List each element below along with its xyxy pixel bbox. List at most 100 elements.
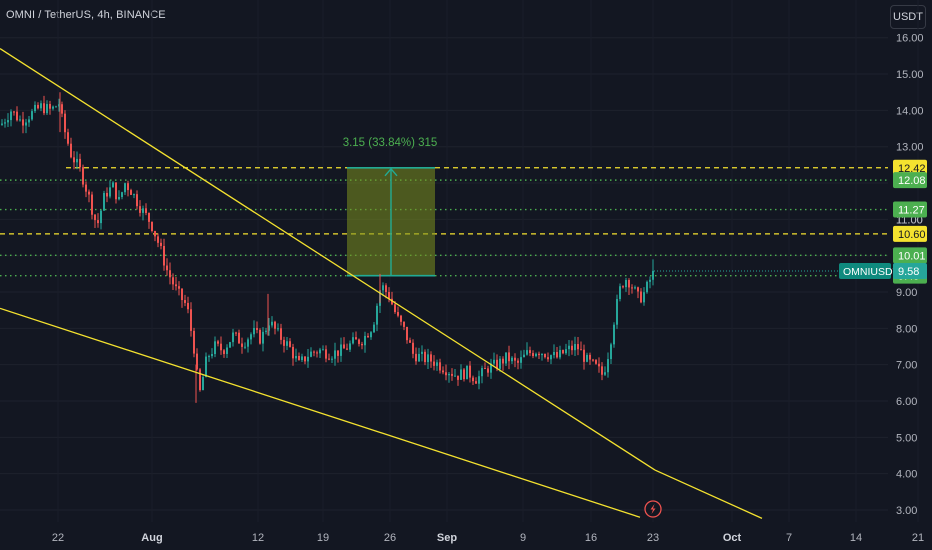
currency-button[interactable]: USDT (890, 5, 926, 29)
candle-body (304, 356, 306, 362)
candle-body (202, 377, 204, 391)
candle-body (442, 370, 444, 373)
candle-body (88, 191, 90, 195)
candle-body (556, 351, 558, 358)
candle-body (637, 287, 639, 292)
candle-body (475, 381, 477, 384)
candle-body (112, 182, 114, 188)
candle-body (49, 104, 51, 109)
candle-body (400, 315, 402, 322)
candle-body (343, 344, 345, 349)
candle-body (493, 359, 495, 364)
candle-body (631, 287, 633, 289)
candle-body (19, 119, 21, 121)
y-tick-label: 4.00 (896, 469, 917, 481)
current-price-badge (893, 262, 927, 279)
candle-body (139, 206, 141, 213)
candle-body (478, 376, 480, 384)
x-tick-label: Sep (437, 532, 457, 544)
candle-body (283, 339, 285, 346)
level-badge (893, 247, 927, 264)
candle-body (454, 375, 456, 377)
candles (1, 92, 654, 403)
candle-body (190, 309, 192, 331)
candle-body (211, 353, 213, 357)
candle-body (520, 357, 522, 363)
candle-body (229, 342, 231, 348)
candle-body (502, 358, 504, 364)
candle-body (406, 326, 408, 341)
candle-body (40, 103, 42, 109)
trendline (654, 469, 763, 519)
candle-body (436, 362, 438, 366)
level-badge-label: 10.60 (898, 229, 926, 241)
candle-body (619, 286, 621, 300)
candle-body (25, 122, 27, 126)
candle-body (535, 353, 537, 357)
candle-body (421, 351, 423, 354)
candle-body (529, 350, 531, 354)
candle-body (268, 325, 270, 331)
candle-body (355, 337, 357, 340)
candle-body (151, 221, 153, 232)
candle-body (403, 321, 405, 327)
candle-body (511, 357, 513, 362)
candle-body (199, 369, 201, 391)
price-range-measure[interactable]: 3.15 (33.84%) 315 (343, 137, 438, 277)
candle-body (337, 350, 339, 356)
x-tick-label: Oct (723, 532, 742, 544)
trendlines[interactable] (0, 48, 763, 519)
candle-body (415, 353, 417, 362)
candle-body (148, 212, 150, 222)
candle-body (508, 352, 510, 362)
candle-body (550, 355, 552, 360)
candle-body (568, 345, 570, 350)
level-badge-label: 10.01 (898, 250, 926, 262)
candle-body (208, 356, 210, 358)
candle-body (166, 265, 168, 271)
candle-body (274, 321, 276, 329)
candle-body (247, 339, 249, 347)
candle-body (649, 279, 651, 282)
y-tick-label: 7.00 (896, 360, 917, 372)
candle-body (130, 190, 132, 195)
candle-body (418, 353, 420, 362)
candle-body (160, 242, 162, 246)
candle-body (328, 358, 330, 360)
candle-body (307, 356, 309, 362)
candle-body (64, 113, 66, 133)
candle-body (292, 346, 294, 359)
candle-body (265, 330, 267, 332)
candle-body (214, 341, 216, 354)
candle-body (13, 111, 15, 113)
candle-body (538, 353, 540, 356)
candle-body (154, 231, 156, 237)
candle-body (553, 351, 555, 356)
candle-body (163, 245, 165, 266)
candle-body (589, 354, 591, 360)
candle-body (340, 344, 342, 356)
time-axis[interactable]: 22 Aug 12 19 26 Sep 9 16 23 Oct 7 14 21 (52, 532, 924, 544)
level-badge (893, 201, 927, 218)
candle-body (514, 357, 516, 361)
candle-body (544, 353, 546, 358)
candle-body (463, 369, 465, 380)
x-tick-label: 9 (520, 532, 526, 544)
candle-body (601, 366, 603, 375)
candle-body (487, 368, 489, 373)
candle-body (370, 332, 372, 338)
candle-body (625, 279, 627, 288)
candle-body (118, 196, 120, 200)
level-badge (893, 159, 927, 176)
candle-body (448, 373, 450, 376)
candle-body (565, 349, 567, 354)
candle-body (10, 111, 12, 121)
candle-body (136, 194, 138, 207)
candle-body (172, 277, 174, 285)
x-tick-label: Aug (141, 532, 162, 544)
measure-label: 3.15 (33.84%) 315 (343, 137, 438, 149)
candle-body (91, 194, 93, 215)
price-badges: 12.4212.0811.2710.6010.019.45OMNIUSDT9.5… (654, 159, 927, 284)
candle-body (256, 327, 258, 330)
